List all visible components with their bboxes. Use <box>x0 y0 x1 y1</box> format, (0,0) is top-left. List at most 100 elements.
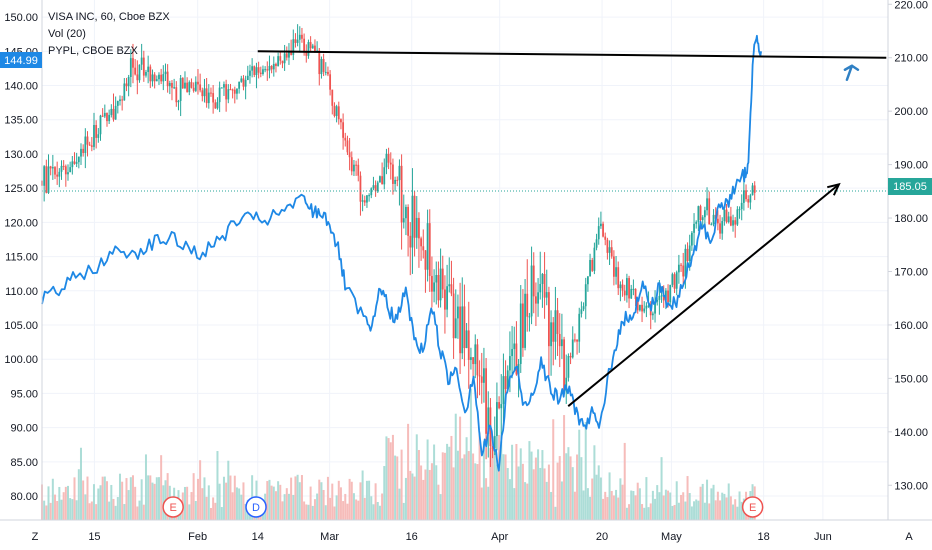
volume-bar <box>541 450 544 520</box>
candle-body <box>647 305 650 307</box>
auto-scale-button-label[interactable]: A <box>905 531 913 543</box>
volume-bar <box>322 489 325 520</box>
candle-body <box>615 267 617 277</box>
candle-body <box>171 82 173 88</box>
candle-body <box>742 190 745 203</box>
volume-bar <box>192 473 195 520</box>
candle-body <box>216 102 219 109</box>
volume-bar <box>385 436 388 520</box>
volume-bar <box>129 477 132 520</box>
volume-bar <box>151 482 154 520</box>
zoom-button[interactable]: Z <box>32 531 39 543</box>
right-axis-tick-label: 180.00 <box>894 213 928 225</box>
earnings-marker[interactable] <box>741 496 764 518</box>
volume-bar <box>526 483 529 520</box>
support-trend-line[interactable] <box>567 183 840 407</box>
time-axis[interactable]: 15 Feb 14 Mar 16 Apr 20 May 18 Jun <box>88 531 831 543</box>
volume-bar <box>595 474 598 520</box>
candle-body <box>472 357 474 365</box>
volume-bar <box>279 484 282 520</box>
volume-bar <box>71 499 74 520</box>
volume-bar <box>675 481 678 520</box>
candle-body <box>530 265 533 317</box>
up-arrow-icon[interactable] <box>843 64 860 81</box>
volume-bar <box>513 488 516 520</box>
volume-bar <box>433 444 436 520</box>
candle-body <box>205 88 208 104</box>
candle-body <box>548 292 550 347</box>
candle-body <box>433 282 435 292</box>
volume-bar <box>402 502 405 520</box>
candle-body <box>246 75 249 81</box>
candle-body <box>725 209 728 223</box>
legend-volume[interactable]: Vol (20) <box>48 28 86 40</box>
pypl-series[interactable] <box>41 34 762 472</box>
event-marker-label: E <box>749 502 756 514</box>
auto-scale-button[interactable]: A <box>905 531 913 543</box>
volume-bar <box>320 482 323 520</box>
volume-bar <box>134 486 137 520</box>
volume-bar <box>140 479 143 520</box>
volume-bar <box>623 442 626 520</box>
left-price-axis[interactable]: 150.00145.00140.00135.00130.00125.00120.… <box>4 12 38 503</box>
pypl-line[interactable] <box>41 34 762 472</box>
visa-candles[interactable] <box>41 24 756 467</box>
candle-body <box>75 162 78 164</box>
volume-bar <box>524 482 527 520</box>
resistance-trend-line[interactable] <box>257 50 887 59</box>
candle-body <box>69 167 72 173</box>
candle-body <box>686 248 689 261</box>
candle-body <box>212 93 215 103</box>
volume-bar <box>528 441 531 520</box>
candle-body <box>619 284 622 289</box>
volume-bar <box>227 460 230 520</box>
candle-body <box>680 264 682 266</box>
zoom-button-label[interactable]: Z <box>32 531 39 543</box>
volume-bar <box>84 494 87 520</box>
candle-body <box>132 58 134 68</box>
candle-body <box>504 376 507 390</box>
volume-bar <box>617 497 620 520</box>
candle-body <box>259 72 262 74</box>
candle-body <box>446 286 448 310</box>
candle-body <box>465 330 468 349</box>
candle-body <box>327 71 329 75</box>
candle-body <box>597 226 600 240</box>
legend-compare-series[interactable]: PYPL, CBOE BZX <box>48 45 139 57</box>
drawings[interactable] <box>42 50 888 407</box>
candle-body <box>402 218 405 223</box>
candle-body <box>463 306 466 349</box>
candle-body <box>201 90 204 97</box>
right-price-axis[interactable]: 220.00 210.00 200.00 190.00 180.00 170.00 160.… <box>888 0 928 492</box>
volume-bar <box>235 487 238 520</box>
candle-body <box>476 344 479 376</box>
candle-body <box>350 157 353 172</box>
candle-body <box>400 165 403 223</box>
volume-bar <box>272 486 275 520</box>
legend[interactable]: VISA INC, 60, Cboe BZX Vol (20) PYPL, CB… <box>48 11 170 57</box>
candle-body <box>749 195 752 203</box>
candle-body <box>270 65 273 70</box>
candle-body <box>51 167 54 169</box>
earnings-marker[interactable] <box>162 496 184 518</box>
time-axis-tick-label: 16 <box>406 531 418 543</box>
candle-body <box>509 356 511 371</box>
candle-body <box>160 74 163 82</box>
volume-bar <box>428 469 431 520</box>
volume-bar <box>554 506 557 520</box>
volume-bar <box>292 494 295 520</box>
volume-bar <box>712 484 715 520</box>
candle-body <box>307 42 310 56</box>
candle-body <box>621 284 624 291</box>
volume-bar <box>296 474 299 520</box>
legend-main-series[interactable]: VISA INC, 60, Cboe BZX <box>48 11 170 23</box>
candle-body <box>450 284 453 294</box>
trend-line-arrowhead <box>827 182 841 196</box>
candle-body <box>374 185 377 192</box>
volume-bar <box>326 476 329 520</box>
dividend-marker[interactable] <box>245 496 267 518</box>
volume-bar <box>240 494 243 520</box>
